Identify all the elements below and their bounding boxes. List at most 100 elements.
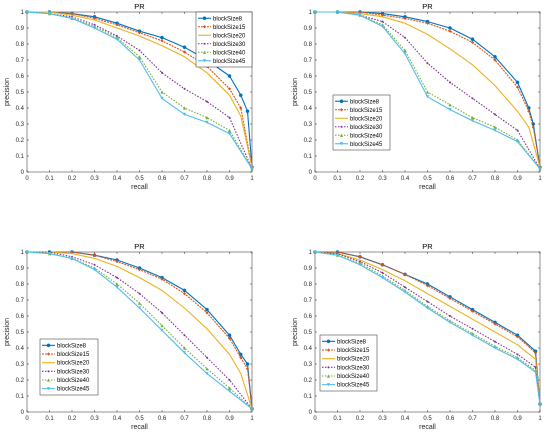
data-point bbox=[516, 129, 519, 132]
y-tick-label: 0.2 bbox=[304, 138, 313, 144]
y-tick-label: 1 bbox=[21, 10, 25, 16]
series-line bbox=[314, 251, 541, 405]
y-tick-label: 0.3 bbox=[304, 122, 313, 128]
data-point bbox=[449, 81, 451, 84]
x-tick-label: 0.7 bbox=[180, 416, 189, 422]
y-axis-label: precision bbox=[4, 318, 11, 346]
y-tick-label: 1 bbox=[21, 250, 25, 256]
data-point bbox=[70, 12, 74, 16]
x-axis-label: recall bbox=[131, 424, 148, 431]
data-point bbox=[358, 255, 362, 259]
data-point bbox=[538, 167, 542, 171]
legend-marker bbox=[339, 99, 344, 104]
data-point bbox=[47, 12, 52, 16]
legend-label: blockSize20 bbox=[213, 33, 246, 39]
data-point bbox=[250, 407, 254, 411]
x-tick-label: 0.7 bbox=[468, 416, 477, 422]
x-tick-label: 0.2 bbox=[356, 416, 365, 422]
data-point bbox=[516, 353, 519, 356]
x-tick-label: 0 bbox=[25, 416, 29, 422]
y-tick-label: 0 bbox=[309, 410, 313, 416]
data-point bbox=[182, 106, 187, 110]
data-point bbox=[470, 119, 475, 123]
series-blockSize20 bbox=[27, 11, 253, 168]
data-point bbox=[182, 292, 187, 296]
y-tick-label: 0.1 bbox=[16, 154, 25, 160]
x-tick-label: 0.9 bbox=[513, 416, 522, 422]
data-point bbox=[228, 379, 231, 381]
legend-marker bbox=[46, 387, 51, 391]
y-tick-label: 0.8 bbox=[16, 282, 25, 288]
data-point bbox=[380, 24, 385, 28]
legend-label: blockSize30 bbox=[57, 369, 90, 375]
legend-marker bbox=[339, 142, 344, 146]
legend-label: blockSize40 bbox=[337, 374, 370, 380]
data-point bbox=[137, 301, 142, 305]
data-point bbox=[448, 26, 452, 30]
data-point bbox=[493, 58, 497, 62]
y-tick-label: 0.7 bbox=[304, 298, 313, 304]
legend-label: blockSize30 bbox=[213, 42, 246, 48]
x-tick-label: 0.9 bbox=[225, 176, 234, 182]
y-axis-label: precision bbox=[292, 318, 299, 346]
y-tick-label: 0.2 bbox=[16, 378, 25, 384]
data-point bbox=[380, 263, 385, 267]
y-tick-label: 0.1 bbox=[304, 394, 313, 400]
chart-panel-3: 0 0.1 0.2 0.3 0.4 0.5 0.6 0.7 0.8 0.9 1 0 0.1 0.2 0.3 0… bbox=[4, 242, 254, 431]
data-point bbox=[138, 49, 141, 52]
legend-label: blockSize8 bbox=[213, 16, 243, 22]
x-tick-label: 0.9 bbox=[513, 176, 522, 182]
y-tick-label: 0.1 bbox=[16, 394, 25, 400]
data-point bbox=[470, 309, 475, 313]
x-tick-label: 0.8 bbox=[203, 176, 212, 182]
y-tick-label: 0.7 bbox=[16, 58, 25, 64]
legend-label: blockSize45 bbox=[337, 383, 370, 389]
data-point bbox=[25, 250, 29, 254]
legend: blockSize8 blockSize15 blockSize20 blockSiz… bbox=[332, 94, 391, 151]
data-point bbox=[205, 367, 209, 371]
y-tick-label: 0.9 bbox=[304, 26, 313, 32]
data-point bbox=[533, 370, 538, 374]
series-line bbox=[314, 251, 541, 405]
legend-marker bbox=[46, 352, 51, 356]
data-point bbox=[448, 320, 452, 324]
data-point bbox=[335, 253, 340, 257]
data-point bbox=[227, 74, 232, 78]
chart-title: PR bbox=[134, 242, 145, 251]
x-tick-label: 0 bbox=[313, 416, 317, 422]
series-line bbox=[27, 11, 253, 168]
data-point bbox=[115, 23, 119, 27]
y-tick-label: 0.4 bbox=[16, 346, 25, 352]
x-axis-label: recall bbox=[419, 184, 436, 191]
data-point bbox=[47, 252, 52, 256]
y-tick-label: 0.6 bbox=[304, 314, 313, 320]
data-point bbox=[205, 311, 209, 315]
x-tick-label: 0.1 bbox=[333, 176, 342, 182]
legend-marker bbox=[326, 374, 331, 378]
data-point bbox=[425, 90, 430, 94]
data-point bbox=[137, 55, 142, 59]
x-tick-label: 0.4 bbox=[113, 176, 122, 182]
legend-label: blockSize8 bbox=[350, 99, 380, 105]
series-blockSize45 bbox=[313, 10, 542, 171]
data-point bbox=[245, 367, 250, 371]
legend-label: blockSize8 bbox=[337, 339, 367, 345]
y-tick-label: 1 bbox=[309, 10, 313, 16]
data-point bbox=[115, 37, 119, 41]
y-tick-label: 0.3 bbox=[16, 362, 25, 368]
legend: blockSize8 blockSize15 blockSize20 blockSiz… bbox=[195, 11, 253, 68]
data-point bbox=[493, 55, 497, 59]
data-point bbox=[449, 315, 451, 317]
x-axis-label: recall bbox=[419, 424, 436, 431]
data-point bbox=[245, 362, 250, 366]
x-tick-label: 0.3 bbox=[90, 176, 99, 182]
x-axis-label: recall bbox=[131, 184, 148, 191]
data-point bbox=[527, 109, 531, 113]
series-blockSize20 bbox=[314, 251, 541, 405]
y-tick-label: 0.9 bbox=[16, 266, 25, 272]
data-point bbox=[531, 125, 535, 129]
series-line bbox=[315, 251, 541, 405]
data-point bbox=[426, 300, 429, 303]
data-point bbox=[160, 324, 164, 328]
data-point bbox=[137, 58, 142, 62]
